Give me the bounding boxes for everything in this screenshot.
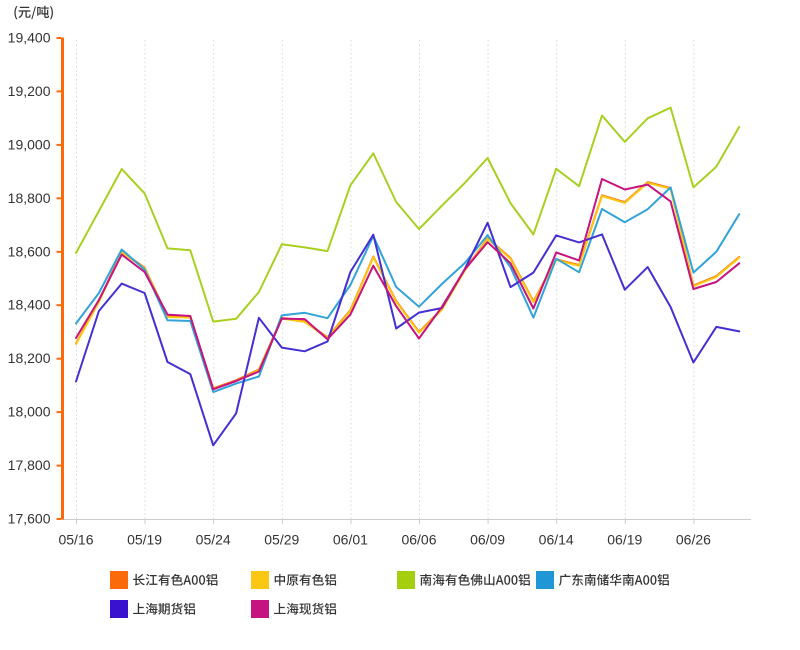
svg-text:06/19: 06/19	[607, 532, 642, 548]
svg-text:06/06: 06/06	[401, 532, 436, 548]
svg-text:18,000: 18,000	[8, 404, 51, 420]
svg-text:05/16: 05/16	[58, 532, 93, 548]
svg-text:17,800: 17,800	[8, 457, 51, 473]
svg-text:18,200: 18,200	[8, 350, 51, 366]
svg-text:18,600: 18,600	[8, 243, 51, 259]
svg-text:18,400: 18,400	[8, 297, 51, 313]
svg-text:05/24: 05/24	[196, 532, 231, 548]
svg-text:06/01: 06/01	[333, 532, 368, 548]
svg-text:19,200: 19,200	[8, 83, 51, 99]
svg-text:17,600: 17,600	[8, 511, 51, 527]
svg-text:06/09: 06/09	[470, 532, 505, 548]
svg-text:05/19: 05/19	[127, 532, 162, 548]
svg-text:19,000: 19,000	[8, 136, 51, 152]
svg-text:19,400: 19,400	[8, 30, 51, 46]
svg-text:06/14: 06/14	[539, 532, 574, 548]
svg-text:05/29: 05/29	[264, 532, 299, 548]
svg-text:18,800: 18,800	[8, 190, 51, 206]
svg-text:06/26: 06/26	[676, 532, 711, 548]
